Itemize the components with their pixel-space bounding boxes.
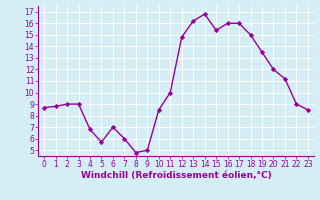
X-axis label: Windchill (Refroidissement éolien,°C): Windchill (Refroidissement éolien,°C)	[81, 171, 271, 180]
